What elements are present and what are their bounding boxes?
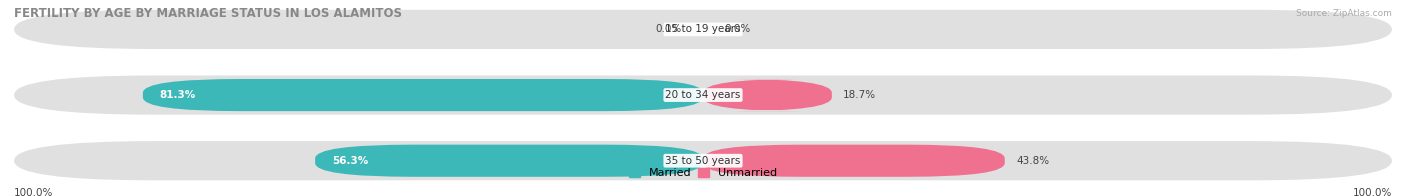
Text: 35 to 50 years: 35 to 50 years: [665, 156, 741, 166]
Text: 18.7%: 18.7%: [844, 90, 876, 100]
FancyBboxPatch shape: [14, 75, 1392, 115]
FancyBboxPatch shape: [315, 145, 703, 177]
FancyBboxPatch shape: [14, 10, 1392, 49]
Text: Source: ZipAtlas.com: Source: ZipAtlas.com: [1296, 9, 1392, 18]
Text: 15 to 19 years: 15 to 19 years: [665, 24, 741, 34]
Text: 56.3%: 56.3%: [332, 156, 368, 166]
FancyBboxPatch shape: [703, 145, 1005, 177]
Legend: Married, Unmarried: Married, Unmarried: [624, 163, 782, 183]
FancyBboxPatch shape: [703, 79, 832, 111]
Text: FERTILITY BY AGE BY MARRIAGE STATUS IN LOS ALAMITOS: FERTILITY BY AGE BY MARRIAGE STATUS IN L…: [14, 7, 402, 20]
FancyBboxPatch shape: [143, 79, 703, 111]
Text: 20 to 34 years: 20 to 34 years: [665, 90, 741, 100]
Text: 0.0%: 0.0%: [724, 24, 751, 34]
Text: 100.0%: 100.0%: [14, 188, 53, 196]
Text: 100.0%: 100.0%: [1353, 188, 1392, 196]
Text: 0.0%: 0.0%: [655, 24, 682, 34]
Text: 81.3%: 81.3%: [160, 90, 195, 100]
Text: 43.8%: 43.8%: [1017, 156, 1049, 166]
FancyBboxPatch shape: [14, 141, 1392, 180]
